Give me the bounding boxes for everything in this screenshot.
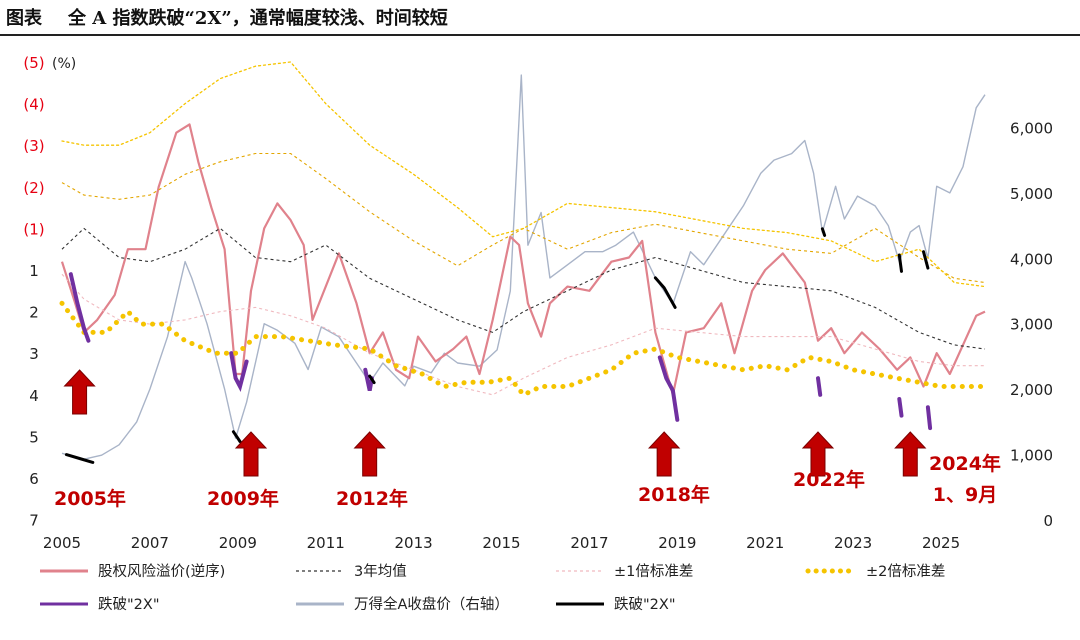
breach-segment-erp [897,397,904,418]
legend-item: 股权风险溢价(逆序) [40,563,225,580]
annotation-label: 2012年 [336,487,408,510]
right-tick-label: 5,000 [1010,185,1053,203]
left-tick-label: (2) [23,179,44,197]
breach-segment-index [368,374,376,385]
series-line-erp-3年均值 [61,227,986,350]
breach-segment-erp [657,355,680,422]
series-line-erp-股权风险溢价(逆序) [60,123,986,396]
figure-title: 全 A 指数跌破“2X”，通常幅度较浅、时间较短 [68,8,448,29]
legend-item: 跌破"2X" [40,596,160,613]
annotation-label: 2022年 [793,468,865,491]
right-tick-label: 1,000 [1010,447,1053,465]
right-tick-label: 2,000 [1010,381,1053,399]
x-tick-label: 2019 [658,534,696,552]
left-axis-unit: (%) [52,56,76,72]
legend-label: ±1倍标准差 [614,563,693,580]
series-line-erp--1倍标准差 [61,273,985,396]
annotation-label: 2024年 [929,452,1001,475]
figure-title-bar: 图表 全 A 指数跌破“2X”，通常幅度较浅、时间较短 [6,4,448,30]
annotation-label: 1、9月 [933,484,997,506]
left-tick-label: (1) [23,220,44,238]
left-tick-label: 2 [29,304,39,322]
x-tick-label: 2017 [570,534,608,552]
left-tick-label: 4 [29,387,39,405]
x-tick-label: 2005 [43,534,81,552]
annotation-label: 2018年 [638,483,710,506]
left-tick-label: 5 [29,428,39,446]
legend-label: 股权风险溢价(逆序) [98,563,225,580]
left-tick-label: 6 [29,470,39,488]
breach-segment-index [653,276,677,309]
up-arrow-icon [63,369,96,415]
left-tick-label: (4) [23,96,44,114]
left-tick-label: 7 [29,512,39,530]
x-tick-label: 2009 [219,534,257,552]
x-tick-label: 2015 [482,534,520,552]
breach-segment-erp [229,351,249,392]
breach-segment-erp [68,272,91,343]
breach-segment-index [231,430,242,443]
x-tick-label: 2025 [922,534,960,552]
x-tick-label: 2011 [307,534,345,552]
legend-label: 万得全A收盘价（右轴） [354,595,509,613]
x-tick-label: 2021 [746,534,784,552]
up-arrow-icon [894,431,927,477]
left-tick-label: (5) [23,54,44,72]
legend-item: 3年均值 [296,563,407,580]
up-arrow-icon [801,431,835,477]
annotation-label: 2009年 [207,487,279,510]
series-line-index-close [61,74,986,460]
legend-label: 跌破"2X" [98,596,160,613]
breach-segment-erp [925,405,933,431]
legend-label: 3年均值 [354,563,407,580]
legend-label: ±2倍标准差 [866,563,945,580]
legend-item: ±1倍标准差 [556,563,693,580]
breach-segment-erp [363,367,374,392]
left-tick-label: 1 [29,262,39,280]
series-line-erp-+1倍标准差 [61,152,986,284]
annotation-label: 2005年 [54,487,126,510]
legend-item: 跌破"2X" [556,596,676,613]
figure-label: 图表 [6,8,42,29]
title-rule [0,34,1080,36]
breach-segment-index [897,253,903,273]
x-tick-label: 2023 [834,534,872,552]
right-tick-label: 4,000 [1010,250,1053,268]
right-tick-label: 3,000 [1010,316,1053,334]
legend-label: 跌破"2X" [614,596,676,613]
left-tick-label: (3) [23,137,44,155]
breach-segment-index [922,250,930,270]
legend-item: 万得全A收盘价（右轴） [296,595,509,613]
x-tick-label: 2013 [395,534,433,552]
right-tick-label: 6,000 [1010,119,1053,137]
series-line-erp-+2倍标准差 [61,61,986,288]
up-arrow-icon [234,431,268,477]
right-tick-label: 0 [1043,512,1053,530]
up-arrow-icon [353,431,386,477]
breach-segment-index [820,227,827,237]
legend-item: ±2倍标准差 [805,563,945,580]
x-tick-label: 2007 [131,534,169,552]
up-arrow-icon [647,431,681,477]
breach-segment-index [64,453,95,464]
breach-segment-erp [816,376,823,397]
left-tick-label: 3 [29,345,39,363]
